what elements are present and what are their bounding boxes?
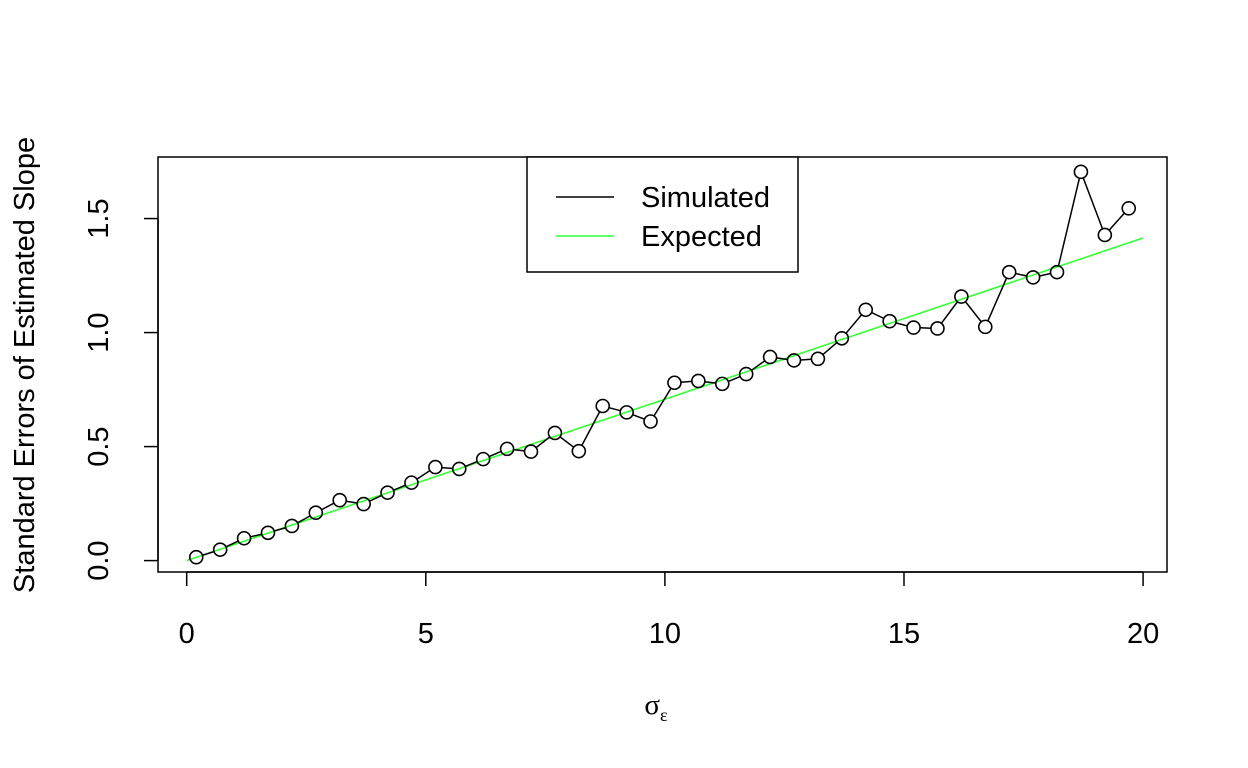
simulated-point	[332, 492, 348, 508]
simulated-point	[236, 530, 252, 546]
simulated-segment	[728, 375, 741, 383]
simulated-point	[714, 376, 730, 392]
simulated-segment	[822, 341, 838, 356]
simulated-point	[882, 313, 897, 329]
simulated-segment	[559, 436, 575, 448]
y-axis-title: Standard Errors of Estimated Slope	[9, 137, 41, 593]
simulated-point	[499, 441, 515, 457]
simulated-segment	[513, 448, 525, 452]
simulated-segment	[274, 527, 286, 532]
legend: Simulated Expected	[526, 156, 799, 273]
x-axis-title-symbol: σ	[644, 689, 660, 721]
simulated-segment	[488, 450, 502, 458]
simulated-segment	[704, 380, 716, 384]
simulated-segment	[581, 411, 601, 446]
simulated-segment	[441, 466, 453, 470]
x-tick-label: 20	[1127, 618, 1159, 650]
simulated-point	[930, 321, 945, 336]
simulated-segment	[680, 380, 692, 383]
simulated-segment	[464, 460, 478, 468]
simulated-point	[284, 518, 300, 534]
simulated-point	[906, 320, 921, 335]
simulated-point	[619, 405, 634, 420]
simulated-point	[786, 353, 802, 368]
simulated-segment	[1015, 272, 1027, 277]
simulated-segment	[608, 406, 621, 412]
simulated-segment	[535, 436, 551, 449]
y-tick-label: 1.0	[83, 312, 115, 352]
simulated-segment	[940, 301, 959, 324]
simulated-point	[667, 375, 682, 391]
x-axis-title-subscript: ε	[660, 705, 668, 725]
simulated-point	[1001, 264, 1017, 280]
simulated-point	[308, 505, 324, 521]
simulated-segment	[751, 360, 766, 371]
simulated-segment	[776, 357, 788, 361]
simulated-point	[738, 366, 754, 382]
simulated-point	[691, 373, 706, 389]
simulated-segment	[202, 550, 215, 556]
simulated-point	[212, 542, 228, 557]
simulated-segment	[653, 387, 672, 417]
x-tick-label: 0	[179, 618, 195, 650]
simulated-segment	[346, 500, 358, 504]
x-tick-label: 5	[418, 618, 434, 650]
simulated-segment	[393, 484, 406, 491]
legend-box	[526, 156, 799, 273]
simulated-point	[595, 398, 611, 414]
simulated-point	[810, 351, 826, 367]
simulated-segment	[871, 311, 885, 320]
simulated-point	[1049, 264, 1065, 280]
simulated-segment	[1108, 212, 1125, 231]
simulated-point	[834, 330, 850, 346]
simulated-segment	[632, 413, 645, 420]
x-tick-label: 15	[888, 618, 920, 650]
y-tick-label: 0.5	[83, 426, 115, 466]
simulated-point	[547, 425, 563, 441]
simulated-segment	[987, 277, 1008, 322]
x-axis: 0 5 10 15 20	[179, 571, 1159, 650]
y-tick-label: 1.5	[83, 198, 115, 238]
legend-label-expected: Expected	[641, 221, 762, 253]
simulated-point	[260, 525, 276, 541]
simulated-point	[523, 444, 539, 459]
simulated-point	[977, 319, 993, 335]
y-tick-label: 0.0	[83, 540, 115, 580]
simulated-segment	[416, 470, 431, 480]
simulated-point	[188, 549, 204, 565]
simulated-point	[428, 459, 443, 475]
simulated-point	[475, 451, 491, 467]
simulated-segment	[1039, 272, 1051, 277]
simulated-point	[451, 461, 467, 477]
simulated-segment	[250, 533, 262, 538]
simulated-segment	[964, 301, 982, 323]
simulated-point	[858, 302, 874, 318]
x-tick-label: 10	[649, 618, 681, 650]
simulated-point	[643, 414, 658, 429]
simulated-point	[1121, 201, 1137, 216]
simulated-point	[571, 443, 587, 459]
simulated-point	[380, 485, 395, 500]
simulated-point	[1073, 164, 1089, 180]
simulated-point	[404, 475, 419, 490]
simulated-segment	[800, 358, 812, 361]
simulated-segment	[1057, 177, 1081, 267]
simulated-point	[356, 496, 371, 512]
simulated-point	[762, 349, 778, 365]
simulated-segment	[845, 314, 863, 334]
simulated-segment	[297, 515, 311, 524]
x-axis-title: σε	[644, 689, 668, 725]
simulated-series	[188, 164, 1137, 565]
simulated-point	[1025, 270, 1041, 285]
simulated-segment	[1082, 177, 1104, 230]
simulated-segment	[369, 494, 382, 502]
legend-label-simulated: Simulated	[641, 182, 770, 214]
simulated-point	[1097, 227, 1113, 243]
simulated-segment	[321, 502, 335, 511]
y-axis: 0.0 0.5 1.0 1.5	[83, 198, 159, 581]
simulated-segment	[895, 322, 908, 327]
simulated-point	[954, 289, 969, 304]
simulated-segment	[225, 540, 239, 548]
